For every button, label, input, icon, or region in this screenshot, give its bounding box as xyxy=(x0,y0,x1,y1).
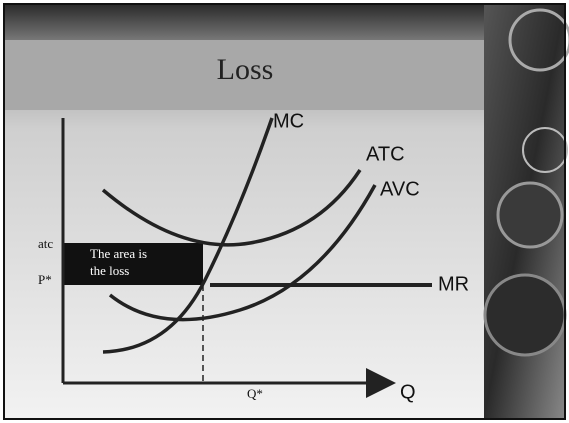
mr-label: MR xyxy=(438,273,469,295)
atc-label: ATC xyxy=(366,143,405,165)
p-star-label: P* xyxy=(38,272,52,287)
loss-label: the loss xyxy=(90,263,129,278)
coin xyxy=(485,275,565,355)
top-band xyxy=(4,4,565,40)
q-star-label: Q* xyxy=(247,386,263,401)
avc-label: AVC xyxy=(380,178,420,200)
page: {"title": "Loss", "curves": {"mc": "MC",… xyxy=(0,0,569,423)
coin-strip xyxy=(484,4,569,419)
slide-title: Loss xyxy=(217,53,274,86)
coin xyxy=(498,183,562,247)
q-axis-label: Q xyxy=(400,381,416,403)
atc-axis-label: atc xyxy=(38,236,53,251)
mc-label: MC xyxy=(273,110,304,132)
loss-label: The area is xyxy=(90,246,147,261)
slide: Loss The area is the loss MC ATC AVC MR … xyxy=(0,0,569,423)
